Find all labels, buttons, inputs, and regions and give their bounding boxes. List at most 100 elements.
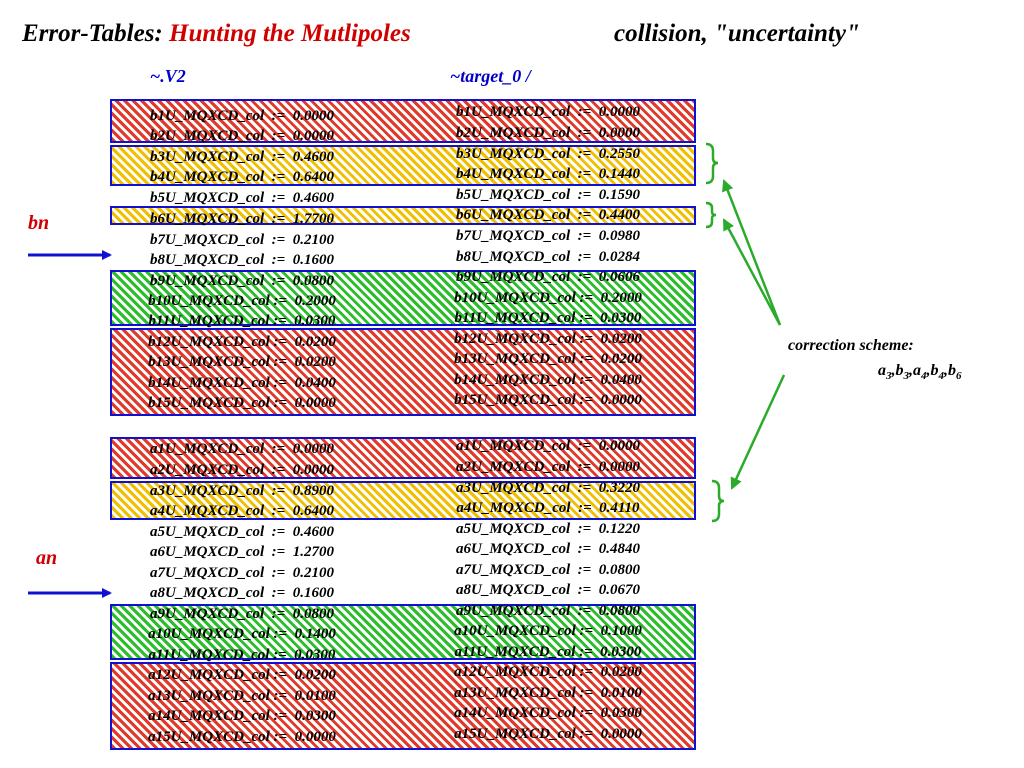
an-entry-right: a14U_MQXCD_col := 0.0300 [454,705,642,721]
bn-box-b12-b15 [110,328,696,416]
brace-b3-b4 [705,142,719,185]
bn-entry-left: b10U_MQXCD_col := 0.2000 [148,293,336,309]
an-box-a3-a4 [110,481,696,520]
title-prefix: Error-Tables: [22,20,170,47]
an-entry-right: a4U_MQXCD_col := 0.4110 [456,500,640,516]
slide-title: Error-Tables: Hunting the Mutlipoles [22,20,411,48]
an-entry-left: a9U_MQXCD_col := 0.0800 [150,606,334,622]
term-letter: b [948,362,956,379]
an-label: an [36,547,58,569]
bn-entry-right: b3U_MQXCD_col := 0.2550 [456,146,640,162]
an-entry-right: a13U_MQXCD_col := 0.0100 [454,685,642,701]
bn-box-b3-b4 [110,145,696,186]
correction-heading: correction scheme: [788,337,914,354]
slide-subtitle: collision, "uncertainty" [614,20,860,47]
bn-entry-right: b1U_MQXCD_col := 0.0000 [456,104,640,120]
column-heading-right: ~target_0 / [450,66,531,86]
bn-entry-left: b12U_MQXCD_col := 0.0200 [148,334,336,350]
term-separator: , [909,362,913,379]
term-letter: a [913,362,921,379]
column-heading-left: ~.V2 [150,66,186,86]
bn-entry-left: b2U_MQXCD_col := 0.0000 [150,128,334,144]
an-entry-right: a1U_MQXCD_col := 0.0000 [456,438,640,454]
bn-entry-left: b9U_MQXCD_col := 0.0800 [150,273,334,289]
an-entry-left: a3U_MQXCD_col := 0.8900 [150,483,334,499]
bn-entry-left: b13U_MQXCD_col := 0.0200 [148,354,336,370]
bn-entry-left: b6U_MQXCD_col := 1.7700 [150,211,334,227]
an-box-a12-a15 [110,662,696,750]
an-entry-right: a15U_MQXCD_col := 0.0000 [454,726,642,742]
bn-entry-left: b1U_MQXCD_col := 0.0000 [150,108,334,124]
term-index: 3 [903,370,910,383]
bn-entry-left: b4U_MQXCD_col := 0.6400 [150,169,334,185]
an-entry-right: a9U_MQXCD_col := 0.0800 [456,603,640,619]
bn-entry-left: b5U_MQXCD_col := 0.4600 [150,190,334,206]
bn-entry-left: b11U_MQXCD_col := 0.0300 [148,313,336,329]
arrow-to-a3-a4 [730,374,786,490]
title-highlight: Hunting the Mutlipoles [169,20,411,47]
bn-entry-right: b8U_MQXCD_col := 0.0284 [456,249,640,265]
an-entry-left: a11U_MQXCD_col := 0.0300 [148,647,336,663]
an-entry-right: a6U_MQXCD_col := 0.4840 [456,541,640,557]
bn-entry-right: b7U_MQXCD_col := 0.0980 [456,228,640,244]
an-box-a9-a11 [110,604,696,660]
arrow-to-b6 [722,218,782,326]
an-entry-left: a10U_MQXCD_col := 0.1400 [148,626,336,642]
an-entry-left: a15U_MQXCD_col := 0.0000 [148,729,336,745]
an-entry-left: a14U_MQXCD_col := 0.0300 [148,708,336,724]
bn-entry-right: b14U_MQXCD_col := 0.0400 [454,372,642,388]
bn-entry-right: b10U_MQXCD_col := 0.2000 [454,290,642,306]
bn-box-b6 [110,206,696,225]
bn-entry-right: b5U_MQXCD_col := 0.1590 [456,187,640,203]
bn-entry-right: b15U_MQXCD_col := 0.0000 [454,392,642,408]
correction-terms: a3,b3,a4,b4,b6 [878,362,962,382]
term-index: 4 [921,370,927,383]
an-entry-right: a12U_MQXCD_col := 0.0200 [454,664,642,680]
bn-entry-right: b4U_MQXCD_col := 0.1440 [456,166,640,182]
an-entry-right: a8U_MQXCD_col := 0.0670 [456,582,640,598]
bn-entry-left: b8U_MQXCD_col := 0.1600 [150,252,334,268]
an-entry-left: a4U_MQXCD_col := 0.6400 [150,503,334,519]
an-entry-left: a5U_MQXCD_col := 0.4600 [150,524,334,540]
bn-entry-right: b6U_MQXCD_col := 0.4400 [456,207,640,223]
term-separator: , [926,362,931,379]
bn-box-b1-b2 [110,99,696,143]
bn-entry-left: b7U_MQXCD_col := 0.2100 [150,232,334,248]
an-entry-right: a11U_MQXCD_col := 0.0300 [454,644,642,660]
term-letter: a [878,362,886,379]
an-box-a1-a2 [110,437,696,479]
an-entry-left: a7U_MQXCD_col := 0.2100 [150,565,334,581]
bn-entry-right: b9U_MQXCD_col := 0.0606 [456,269,640,285]
term-index: 4 [938,370,945,383]
bn-entry-right: b13U_MQXCD_col := 0.0200 [454,351,642,367]
bn-entry-left: b3U_MQXCD_col := 0.4600 [150,149,334,165]
an-entry-right: a2U_MQXCD_col := 0.0000 [456,459,640,475]
term-letter: b [895,362,904,379]
term-separator: , [891,362,896,379]
bn-entry-left: b15U_MQXCD_col := 0.0000 [148,395,336,411]
an-entry-left: a13U_MQXCD_col := 0.0100 [148,688,336,704]
an-entry-left: a12U_MQXCD_col := 0.0200 [148,667,336,683]
an-entry-right: a5U_MQXCD_col := 0.1220 [456,521,640,537]
term-letter: b [930,362,939,379]
arrow-to-b3-b4 [722,179,782,326]
bn-entry-left: b14U_MQXCD_col := 0.0400 [148,375,336,391]
an-entry-right: a7U_MQXCD_col := 0.0800 [456,562,640,578]
bn-entry-right: b12U_MQXCD_col := 0.0200 [454,331,642,347]
term-index: 3 [886,370,892,383]
an-entry-left: a1U_MQXCD_col := 0.0000 [150,441,334,457]
an-entry-left: a2U_MQXCD_col := 0.0000 [150,462,334,478]
an-entry-left: a8U_MQXCD_col := 0.1600 [150,585,334,601]
an-entry-left: a6U_MQXCD_col := 1.2700 [150,544,334,560]
an-entry-right: a10U_MQXCD_col := 0.1000 [454,623,642,639]
bn-box-b9-b11 [110,270,696,326]
brace-b6 [705,201,717,229]
bn-label: bn [28,212,50,234]
brace-a3-a4 [711,479,725,523]
an-entry-right: a3U_MQXCD_col := 0.3220 [456,480,640,496]
bn-entry-right: b11U_MQXCD_col := 0.0300 [454,310,642,326]
term-separator: , [944,362,948,379]
term-index: 6 [956,370,962,383]
bn-entry-right: b2U_MQXCD_col := 0.0000 [456,125,640,141]
